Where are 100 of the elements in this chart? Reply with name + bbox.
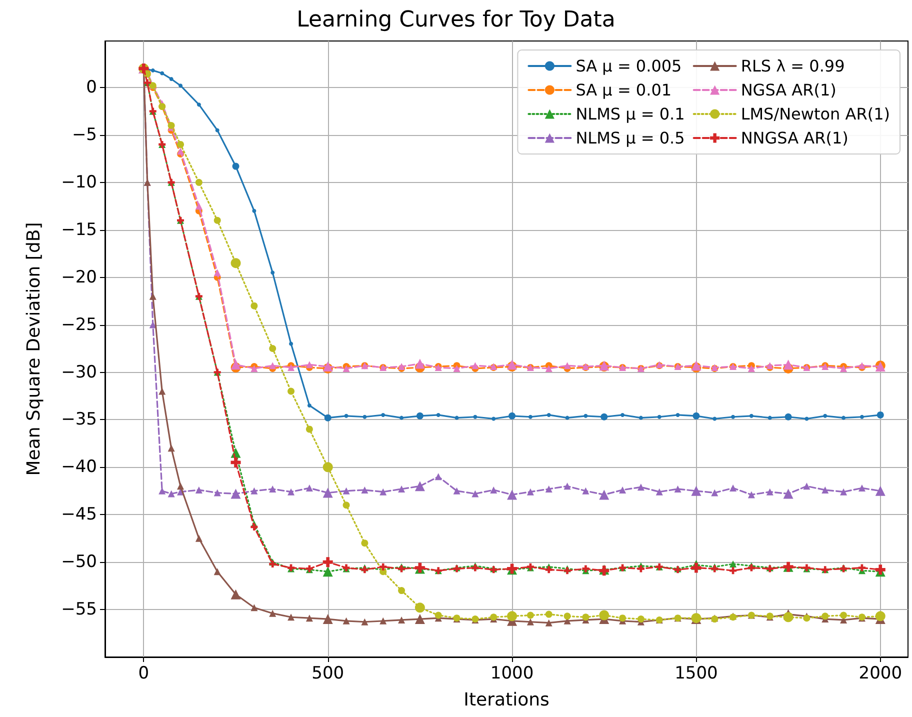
- x-tick-label: 2000: [858, 664, 902, 684]
- point: [380, 617, 387, 624]
- point: [637, 565, 644, 572]
- y-tick-label: −30: [61, 362, 97, 382]
- legend-label: NGSA AR(1): [740, 80, 836, 100]
- legend-label: SA μ = 0.01: [576, 80, 672, 100]
- point: [400, 416, 404, 420]
- point: [289, 342, 294, 346]
- point: [250, 604, 258, 612]
- point: [858, 484, 866, 492]
- point: [565, 416, 570, 420]
- point: [676, 412, 680, 417]
- point: [269, 362, 276, 370]
- point: [712, 416, 717, 421]
- point: [656, 488, 663, 496]
- point: [342, 617, 350, 624]
- point: [361, 486, 368, 494]
- point: [269, 610, 276, 617]
- point: [168, 490, 175, 498]
- y-tick-label: 0: [86, 78, 97, 98]
- point: [214, 269, 221, 276]
- point: [546, 412, 551, 417]
- point: [582, 614, 590, 621]
- x-tick-label: 1000: [490, 664, 534, 684]
- legend-label: NNGSA AR(1): [740, 128, 848, 148]
- y-tick-label: −45: [61, 504, 97, 525]
- point: [823, 414, 828, 418]
- point: [545, 610, 552, 618]
- point: [306, 614, 313, 622]
- point: [177, 140, 184, 148]
- point: [619, 614, 626, 622]
- point: [637, 484, 644, 491]
- x-axis-title: Iterations: [464, 690, 550, 710]
- point: [731, 414, 736, 419]
- point: [214, 489, 221, 496]
- point: [214, 216, 221, 224]
- point: [730, 560, 737, 568]
- point: [748, 491, 755, 498]
- point: [730, 484, 737, 492]
- point: [473, 414, 478, 419]
- point: [380, 488, 387, 496]
- point: [545, 566, 552, 574]
- point: [158, 487, 166, 494]
- point: [215, 128, 220, 132]
- point: [196, 102, 201, 107]
- point: [306, 426, 313, 433]
- point: [380, 563, 387, 570]
- x-tick-label: 0: [138, 664, 150, 684]
- point: [250, 487, 258, 494]
- point: [342, 487, 350, 494]
- legend-label: RLS λ = 0.99: [740, 56, 845, 76]
- point: [526, 618, 534, 626]
- point: [492, 416, 496, 421]
- point: [657, 414, 662, 419]
- point: [168, 444, 175, 452]
- point: [214, 568, 221, 576]
- point: [169, 76, 174, 81]
- y-tick-label: −5: [72, 124, 97, 145]
- point: [362, 414, 367, 419]
- point: [252, 208, 256, 213]
- point: [398, 587, 406, 594]
- point: [545, 486, 552, 492]
- point: [270, 270, 275, 275]
- point: [545, 364, 552, 372]
- point: [822, 612, 829, 620]
- y-tick-label: −50: [61, 552, 97, 572]
- point: [250, 302, 258, 310]
- point: [453, 487, 460, 494]
- point: [288, 488, 295, 496]
- point: [195, 486, 202, 494]
- point: [381, 412, 386, 417]
- point: [434, 612, 442, 619]
- point: [528, 414, 532, 419]
- point: [150, 68, 155, 72]
- point: [250, 523, 258, 530]
- y-axis-title: Mean Square Deviation [dB]: [24, 222, 44, 476]
- y-tick-label: −15: [61, 220, 97, 240]
- point: [436, 412, 440, 417]
- point: [582, 487, 590, 494]
- point: [822, 486, 829, 494]
- point: [269, 486, 276, 492]
- point: [398, 616, 406, 624]
- chart-title: Learning Curves for Toy Data: [296, 8, 616, 32]
- x-tick-label: 500: [312, 664, 344, 684]
- point: [195, 202, 202, 210]
- point: [398, 486, 406, 492]
- point: [749, 414, 754, 418]
- point: [158, 388, 166, 395]
- point: [342, 502, 350, 509]
- point: [858, 564, 866, 572]
- point: [637, 616, 644, 623]
- point: [472, 362, 479, 370]
- x-tick-label: 1500: [674, 664, 718, 684]
- point: [564, 482, 571, 490]
- point: [842, 416, 846, 420]
- point: [804, 416, 809, 421]
- point: [526, 488, 534, 496]
- point: [638, 416, 643, 420]
- point: [160, 71, 164, 76]
- point: [361, 540, 368, 547]
